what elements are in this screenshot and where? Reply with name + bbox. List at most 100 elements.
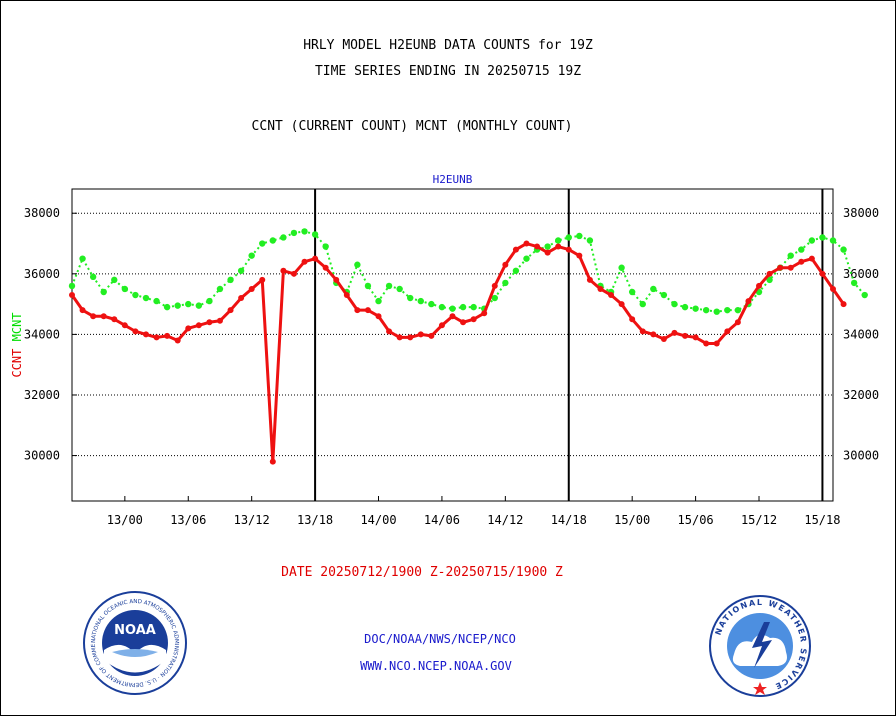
- data-point-ccnt: [407, 334, 414, 341]
- data-point-ccnt: [787, 264, 794, 271]
- data-point-ccnt: [69, 292, 75, 299]
- data-point-mcnt: [628, 288, 636, 296]
- data-point-mcnt: [650, 285, 657, 293]
- data-point-ccnt: [195, 322, 202, 329]
- data-point-mcnt: [195, 302, 203, 309]
- data-point-mcnt: [153, 297, 160, 305]
- data-point-ccnt: [280, 267, 287, 274]
- data-point-ccnt: [206, 319, 213, 326]
- data-point-ccnt: [386, 328, 393, 335]
- data-point-mcnt: [438, 303, 446, 311]
- x-tick-label: 14/18: [551, 513, 587, 527]
- data-point-mcnt: [660, 291, 668, 299]
- data-point-ccnt: [100, 313, 107, 320]
- data-point-mcnt: [407, 294, 414, 302]
- page-subtitle: TIME SERIES ENDING IN 20250715 19Z: [314, 64, 582, 79]
- data-point-mcnt: [681, 303, 689, 311]
- data-point-mcnt: [174, 302, 181, 309]
- data-point-ccnt: [713, 340, 720, 347]
- data-point-ccnt: [132, 328, 139, 335]
- data-point-ccnt: [428, 332, 435, 339]
- data-point-ccnt: [438, 322, 445, 329]
- national-weather-service-logo: NATIONAL WEATHER SERVICE: [709, 595, 811, 697]
- data-point-ccnt: [174, 337, 181, 344]
- data-point-mcnt: [713, 308, 720, 315]
- data-point-ccnt: [142, 331, 149, 338]
- data-point-mcnt: [79, 255, 86, 262]
- data-point-mcnt: [354, 261, 361, 268]
- data-point-ccnt: [576, 252, 583, 259]
- y-tick-label-left: 36000: [24, 267, 60, 281]
- y-axis-label-mcnt: MCNT: [10, 312, 24, 348]
- data-point-ccnt: [153, 334, 160, 341]
- data-point-ccnt: [639, 328, 646, 335]
- credit-line-agency: DOC/NOAA/NWS/NCEP/NCO: [364, 632, 516, 646]
- data-point-ccnt: [692, 334, 699, 341]
- data-point-ccnt: [301, 258, 308, 265]
- data-point-ccnt: [724, 328, 731, 335]
- data-point-ccnt: [491, 282, 498, 289]
- series-line-ccnt: [70, 242, 845, 464]
- data-point-ccnt: [544, 249, 551, 256]
- data-point-ccnt: [322, 264, 329, 271]
- data-point-mcnt: [396, 285, 403, 293]
- data-point-mcnt: [449, 305, 456, 312]
- x-tick-label: 15/18: [804, 513, 840, 527]
- data-point-mcnt: [702, 306, 710, 314]
- data-point-ccnt: [703, 340, 710, 347]
- y-axis-label-ccnt: CCNT: [10, 349, 24, 378]
- x-tick-label: 14/00: [360, 513, 396, 527]
- data-point-mcnt: [692, 305, 699, 312]
- data-point-ccnt: [396, 334, 403, 341]
- noaa-logo: NATIONAL OCEANIC AND ATMOSPHERIC ADMINIS…: [82, 590, 187, 695]
- y-tick-label-right: 38000: [843, 206, 879, 220]
- data-point-mcnt: [185, 300, 192, 308]
- data-point-mcnt: [375, 297, 382, 305]
- y-tick-label-left: 32000: [24, 388, 60, 402]
- data-point-mcnt: [142, 294, 150, 302]
- data-point-mcnt: [491, 294, 498, 302]
- data-point-mcnt: [819, 234, 826, 241]
- data-point-ccnt: [238, 295, 245, 302]
- chart-title: H2EUNB: [433, 173, 473, 186]
- x-tick-label: 13/00: [107, 513, 143, 527]
- x-tick-label: 15/00: [614, 513, 650, 527]
- x-tick-label: 14/12: [487, 513, 523, 527]
- data-point-mcnt: [364, 282, 372, 290]
- data-point-mcnt: [417, 297, 424, 305]
- data-point-mcnt: [311, 231, 319, 238]
- data-point-ccnt: [79, 307, 86, 314]
- data-point-ccnt: [734, 319, 741, 326]
- data-point-mcnt: [618, 264, 625, 271]
- noaa-logo-text: NOAA: [114, 623, 156, 638]
- data-point-ccnt: [808, 255, 815, 262]
- data-point-ccnt: [629, 316, 636, 323]
- data-point-ccnt: [354, 307, 361, 314]
- data-point-ccnt: [534, 243, 541, 250]
- data-point-mcnt: [322, 243, 329, 250]
- data-point-ccnt: [586, 276, 593, 283]
- data-point-ccnt: [269, 458, 276, 465]
- data-point-ccnt: [650, 331, 657, 338]
- data-point-mcnt: [100, 288, 107, 296]
- data-point-ccnt: [164, 332, 171, 339]
- data-point-mcnt: [544, 243, 551, 250]
- x-tick-label: 13/06: [170, 513, 206, 527]
- data-point-ccnt: [502, 261, 509, 268]
- y-tick-label-right: 36000: [843, 267, 879, 281]
- data-point-mcnt: [206, 297, 213, 305]
- date-range-label: DATE 20250712/1900 Z-20250715/1900 Z: [281, 565, 563, 580]
- data-point-ccnt: [777, 264, 784, 271]
- data-point-ccnt: [417, 331, 424, 338]
- y-tick-label-right: 34000: [843, 327, 879, 341]
- data-point-mcnt: [163, 303, 171, 311]
- data-point-mcnt: [111, 276, 118, 284]
- x-tick-label: 15/12: [741, 513, 777, 527]
- data-point-ccnt: [512, 246, 519, 253]
- data-point-mcnt: [502, 279, 509, 287]
- data-point-mcnt: [227, 276, 234, 284]
- data-point-mcnt: [734, 306, 742, 314]
- data-point-mcnt: [132, 291, 139, 299]
- plot-area-border: [71, 188, 834, 502]
- data-point-mcnt: [269, 237, 277, 244]
